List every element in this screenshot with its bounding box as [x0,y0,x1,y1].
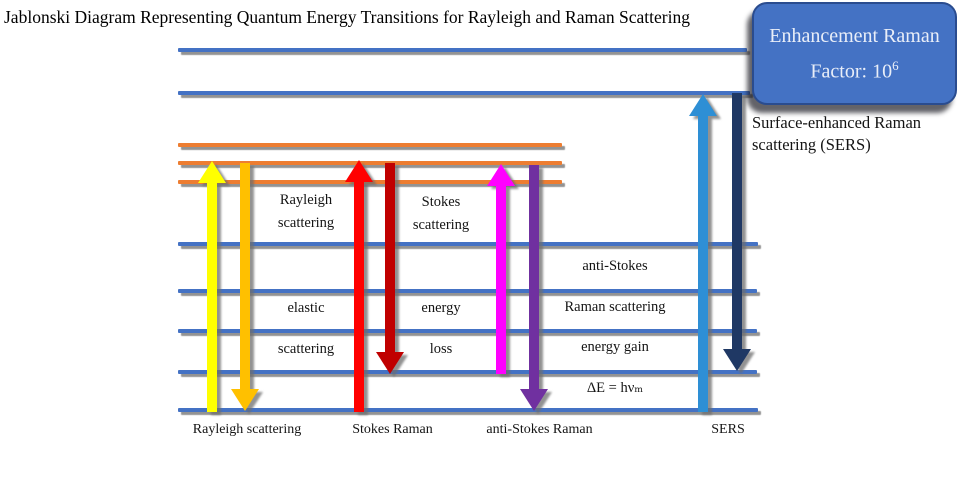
rayleigh-scattered-arrow [231,163,259,411]
level-line-vibrational-1 [178,370,757,374]
bottom-label-rayleigh: Rayleigh scattering [192,422,302,437]
arrowhead-up-icon [198,161,226,183]
arrowhead-down-icon [520,389,548,411]
rayleigh-note: elastic scattering [277,300,335,357]
level-line-vibrational-0 [178,408,758,412]
anti-stokes-scattered-arrow [520,165,548,411]
arrowhead-down-icon [231,389,259,411]
anti-stokes-label: anti-Stokes Raman scattering energy gain… [564,258,666,396]
bottom-label-anti-stokes: anti-Stokes Raman [486,422,593,437]
bottom-label-stokes: Stokes Raman [352,422,433,437]
level-line-virtual-2 [178,143,562,147]
anti-stokes-excitation-arrow [487,164,515,374]
arrowhead-up-icon [345,160,373,182]
sers-excitation-arrow [689,94,717,412]
level-line-electronic-upper [178,48,747,52]
sers-scattered-arrow [723,93,751,371]
bottom-label-sers: SERS [711,422,745,437]
diagram-title: Jablonski Diagram Representing Quantum E… [4,7,690,27]
stokes-note: energy loss [421,300,461,357]
rayleigh-excitation-arrow [198,161,226,412]
level-line-virtual-0 [178,180,562,184]
rayleigh-label: Rayleigh scattering [277,192,335,231]
level-line-vibrational-2 [178,329,757,333]
enhancement-line2: Factor: 106 [810,57,899,83]
enhancement-line1: Enhancement Raman [769,24,940,47]
stokes-excitation-arrow [345,160,373,412]
level-line-vibrational-3 [178,289,757,293]
arrowhead-up-icon [487,164,515,186]
stokes-label: Stokes scattering [412,194,470,233]
arrowhead-down-icon [723,349,751,371]
enhancement-factor-callout: Enhancement Raman Factor: 106 [752,2,957,105]
level-line-vibrational-4 [178,242,758,246]
stokes-scattered-arrow [376,163,404,374]
sers-label: Surface-enhanced Raman scattering (SERS) [752,113,922,154]
arrowhead-down-icon [376,352,404,374]
level-line-electronic-lower [178,91,750,95]
arrowhead-up-icon [689,94,717,116]
exponent: 6 [892,57,899,73]
